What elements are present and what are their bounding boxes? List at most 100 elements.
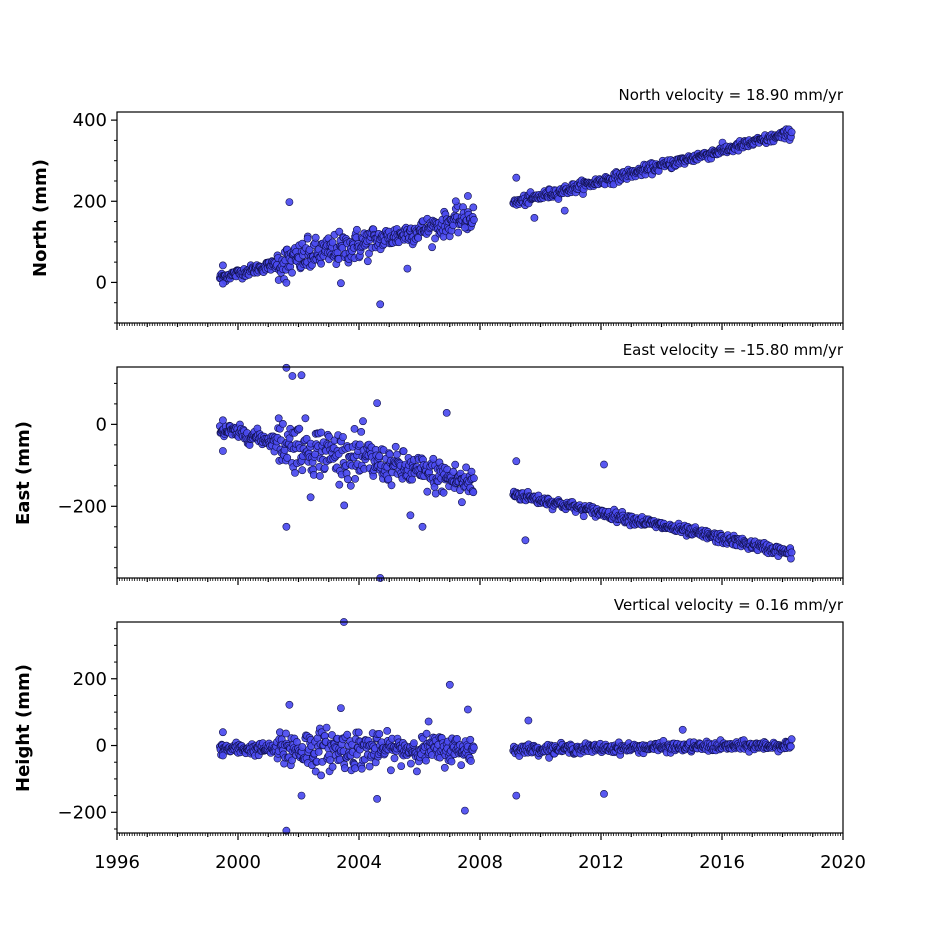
data-point xyxy=(428,243,436,252)
data-point xyxy=(442,408,451,417)
data-point xyxy=(297,791,306,800)
x-tick-label: 2012 xyxy=(578,852,624,873)
east-panel: East velocity = -15.80 mm/yr −200 0 East … xyxy=(13,341,844,585)
data-point xyxy=(351,474,359,483)
data-point xyxy=(339,433,347,441)
data-point xyxy=(340,764,349,773)
data-point xyxy=(335,480,344,489)
data-point xyxy=(285,700,294,709)
data-point xyxy=(466,757,475,765)
data-point xyxy=(322,723,331,732)
data-point xyxy=(218,728,227,737)
data-point xyxy=(787,128,796,137)
data-point xyxy=(386,766,395,775)
data-point xyxy=(315,472,324,480)
data-point xyxy=(391,442,400,451)
data-point xyxy=(463,705,472,714)
data-point xyxy=(218,751,227,760)
data-point xyxy=(787,548,796,557)
data-point xyxy=(463,192,472,200)
data-point xyxy=(335,227,344,236)
data-point xyxy=(412,767,421,776)
data-point xyxy=(325,432,333,441)
x-tick-label: 1996 xyxy=(94,852,140,873)
data-point xyxy=(445,680,454,689)
data-point xyxy=(457,498,466,507)
height-y-axis-label: Height (mm) xyxy=(13,664,34,792)
data-point xyxy=(512,173,521,182)
data-point xyxy=(283,453,292,462)
data-point xyxy=(390,754,399,763)
data-point xyxy=(218,416,227,425)
data-point xyxy=(469,488,478,497)
data-point xyxy=(469,743,478,752)
data-point xyxy=(418,522,427,531)
x-tick-label: 2008 xyxy=(457,852,503,873)
data-point xyxy=(282,278,291,287)
data-point xyxy=(301,414,310,423)
data-point xyxy=(447,757,456,766)
data-point xyxy=(355,440,364,449)
y-tick-label: −200 xyxy=(58,802,107,823)
data-point xyxy=(298,743,307,751)
data-point xyxy=(454,228,463,237)
data-point xyxy=(521,536,530,545)
data-point xyxy=(328,763,337,771)
data-point xyxy=(376,300,385,309)
data-point xyxy=(357,764,366,773)
data-point xyxy=(354,728,363,737)
data-point xyxy=(399,447,408,456)
data-point xyxy=(469,215,478,224)
data-point xyxy=(285,198,294,206)
east-data-points xyxy=(215,363,796,582)
data-point xyxy=(218,261,227,270)
data-point xyxy=(343,475,352,484)
data-point xyxy=(512,791,521,800)
y-tick-label: 0 xyxy=(96,414,107,435)
data-point xyxy=(343,730,352,739)
data-point xyxy=(449,467,458,476)
y-tick-label: 200 xyxy=(73,191,107,212)
data-point xyxy=(218,279,227,288)
data-point xyxy=(306,493,315,502)
data-point xyxy=(431,234,439,243)
data-point xyxy=(403,264,412,273)
data-point xyxy=(387,481,396,490)
data-point xyxy=(787,735,796,744)
data-point xyxy=(423,487,432,496)
data-point xyxy=(460,806,469,815)
data-point xyxy=(317,771,325,780)
data-point xyxy=(314,748,323,756)
height-panel-title: Vertical velocity = 0.16 mm/yr xyxy=(614,596,844,614)
data-point xyxy=(352,225,361,234)
data-point xyxy=(424,717,433,726)
data-point xyxy=(298,466,307,475)
data-point xyxy=(328,238,337,247)
data-point xyxy=(297,371,306,380)
data-point xyxy=(469,474,478,483)
data-point xyxy=(384,475,393,483)
data-point xyxy=(440,763,449,772)
data-point xyxy=(218,447,227,455)
data-point xyxy=(422,729,431,738)
y-tick-label: −200 xyxy=(58,496,107,517)
data-point xyxy=(288,268,296,277)
data-point xyxy=(383,727,392,735)
data-point xyxy=(787,742,795,751)
data-point xyxy=(317,428,325,437)
north-axes: 0 200 400 xyxy=(73,110,844,330)
data-point xyxy=(406,511,415,520)
data-point xyxy=(469,203,478,212)
data-point xyxy=(460,223,469,232)
x-tick-label: 2016 xyxy=(699,852,745,873)
data-point xyxy=(467,467,476,476)
east-y-axis-label: East (mm) xyxy=(13,421,34,525)
data-point xyxy=(317,259,325,268)
data-point xyxy=(462,463,470,472)
data-point xyxy=(295,424,304,433)
data-point xyxy=(274,414,283,423)
data-point xyxy=(678,725,687,734)
data-point xyxy=(466,735,475,744)
data-point xyxy=(336,279,345,288)
